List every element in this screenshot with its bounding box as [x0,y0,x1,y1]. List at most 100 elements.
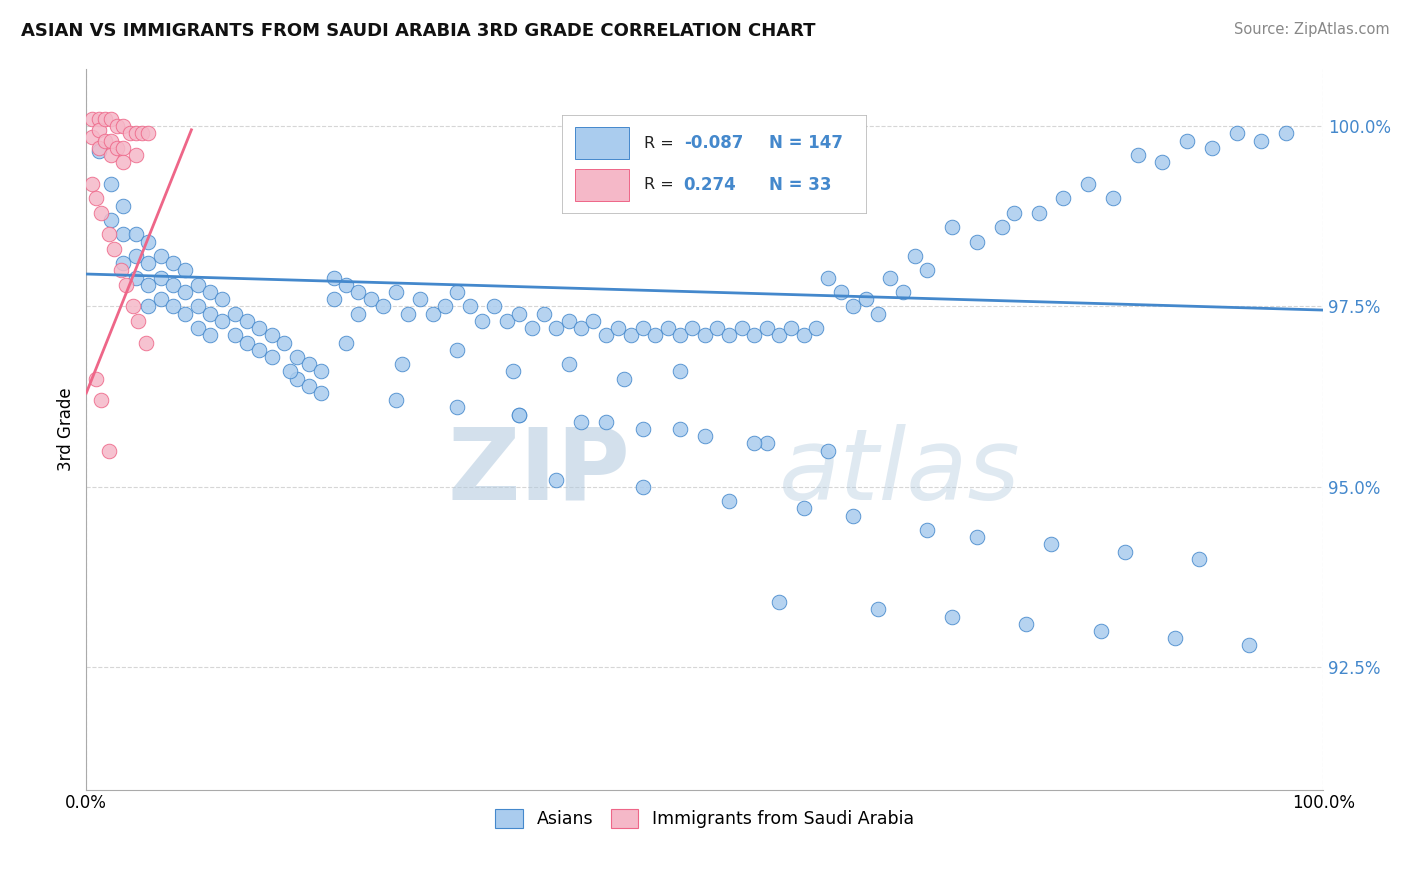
Point [446,285,468,299]
Point [842,508,865,523]
Point [546,473,568,487]
Point [87,141,110,155]
Point [1015,616,1038,631]
Point [817,443,839,458]
Point [755,436,778,450]
Point [742,436,765,450]
Point [187,321,209,335]
Point [105,141,128,155]
Point [879,270,901,285]
Point [87,145,110,159]
Point [433,300,456,314]
Point [718,328,741,343]
Point [136,256,159,270]
Point [94,134,117,148]
Point [260,350,283,364]
Point [127,314,149,328]
Point [112,198,135,212]
Point [458,300,481,314]
Point [198,328,221,343]
Point [520,321,543,335]
Point [100,134,122,148]
Point [198,285,221,299]
Point [446,343,468,357]
Point [162,256,184,270]
Point [396,307,419,321]
Point [90,205,112,219]
Point [335,277,357,292]
Point [409,292,432,306]
Point [471,314,494,328]
Point [891,285,914,299]
Point [273,335,295,350]
Point [941,609,963,624]
Point [112,227,135,242]
Point [97,227,120,242]
Point [582,314,605,328]
Point [322,270,344,285]
Point [1152,155,1174,169]
Point [508,307,530,321]
Point [311,364,333,378]
Point [100,213,122,227]
Text: Source: ZipAtlas.com: Source: ZipAtlas.com [1233,22,1389,37]
Point [384,285,406,299]
Point [112,119,135,133]
Point [135,335,157,350]
Point [1250,134,1272,148]
Point [125,249,148,263]
Point [1090,624,1112,638]
Point [125,148,148,162]
Point [502,364,524,378]
Point [569,415,592,429]
Point [669,328,692,343]
Point [136,235,159,249]
Point [693,429,716,443]
Point [495,314,517,328]
Point [280,364,302,378]
Point [174,307,197,321]
Point [1275,127,1298,141]
Point [103,242,125,256]
Y-axis label: 3rd Grade: 3rd Grade [58,387,75,471]
Point [595,328,617,343]
Point [112,141,135,155]
Point [100,112,122,126]
Point [768,595,790,609]
Point [211,292,233,306]
Point [718,494,741,508]
Point [804,321,827,335]
Point [122,300,145,314]
Point [360,292,382,306]
Point [657,321,679,335]
Point [391,357,413,371]
Point [793,501,815,516]
Point [187,277,209,292]
Point [347,285,370,299]
Point [1201,141,1223,155]
Point [384,393,406,408]
Point [1164,631,1187,645]
Point [1052,191,1074,205]
Point [118,127,141,141]
Point [755,321,778,335]
Point [82,130,104,145]
Point [990,220,1012,235]
Point [136,300,159,314]
Point [1225,127,1247,141]
Point [855,292,877,306]
Point [508,408,530,422]
Point [966,530,988,544]
Point [446,401,468,415]
Point [557,314,579,328]
Legend: Asians, Immigrants from Saudi Arabia: Asians, Immigrants from Saudi Arabia [488,802,921,835]
Point [842,300,865,314]
Point [100,148,122,162]
Point [941,220,963,235]
Point [136,127,159,141]
Point [82,177,104,191]
Point [731,321,754,335]
Point [97,443,120,458]
Point [780,321,803,335]
Point [669,364,692,378]
